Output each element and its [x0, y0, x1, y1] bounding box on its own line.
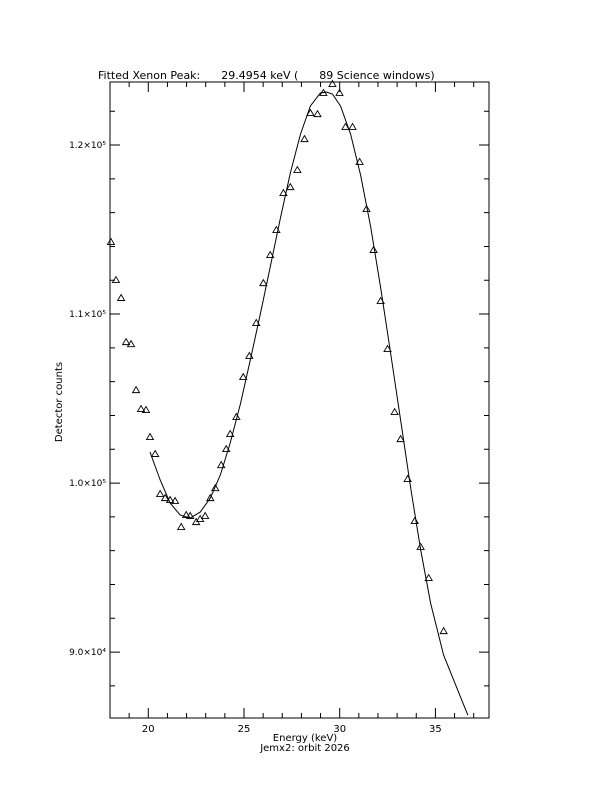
data-point [259, 278, 268, 287]
data-point [155, 489, 165, 498]
data-point [150, 449, 160, 457]
data-point [390, 407, 399, 416]
data-point [176, 522, 186, 530]
data-point [121, 337, 131, 346]
data-point [279, 188, 288, 196]
data-point [286, 182, 295, 191]
data-point [293, 165, 302, 174]
data-point [206, 493, 215, 502]
data-point [348, 122, 357, 130]
data-point [410, 516, 420, 525]
data-point [106, 237, 116, 246]
x-tick-label: 20 [142, 724, 155, 735]
x-tick-label: 30 [333, 724, 346, 735]
data-point [181, 510, 191, 518]
data-point [396, 434, 405, 443]
fit-line [149, 91, 469, 716]
y-tick-label: 1.0×10⁵ [69, 479, 106, 489]
chart-title: Fitted Xenon Peak: 29.4954 keV ( 89 Scie… [98, 69, 435, 82]
data-point [210, 483, 220, 492]
data-point [306, 108, 315, 117]
subtitle: Jemx2: orbit 2026 [259, 743, 350, 754]
x-tick-label: 25 [238, 724, 251, 735]
data-point [265, 250, 275, 259]
data-point [362, 204, 371, 213]
data-point [355, 157, 364, 165]
y-axis-label: Detector counts [54, 362, 65, 442]
data-point [424, 573, 433, 582]
y-tick-label: 1.1×10⁵ [69, 310, 106, 320]
data-point [341, 122, 350, 130]
data-point [439, 626, 448, 635]
data-point [136, 404, 146, 412]
data-point [141, 405, 151, 414]
data-point [131, 385, 141, 394]
data-point [383, 344, 392, 352]
data-point [116, 293, 126, 301]
data-point [335, 88, 344, 96]
data-point [313, 109, 322, 118]
data-point [200, 511, 210, 519]
plot-frame [109, 81, 490, 719]
data-point [111, 275, 121, 284]
data-point [300, 134, 309, 143]
data-point [225, 429, 235, 438]
y-tick-label: 1.2×10⁵ [69, 141, 106, 151]
data-point [238, 372, 248, 381]
data-point [160, 493, 170, 502]
data-point [126, 339, 136, 348]
x-tick-label: 35 [429, 724, 442, 735]
data-point [145, 432, 155, 441]
data-point [369, 245, 378, 253]
x-axis-label: Energy (keV) [273, 733, 338, 744]
y-tick-label: 9.0×10⁴ [69, 648, 106, 658]
data-point [328, 79, 337, 87]
data-point [221, 444, 231, 453]
data-point [216, 460, 226, 469]
data-point [170, 496, 180, 504]
